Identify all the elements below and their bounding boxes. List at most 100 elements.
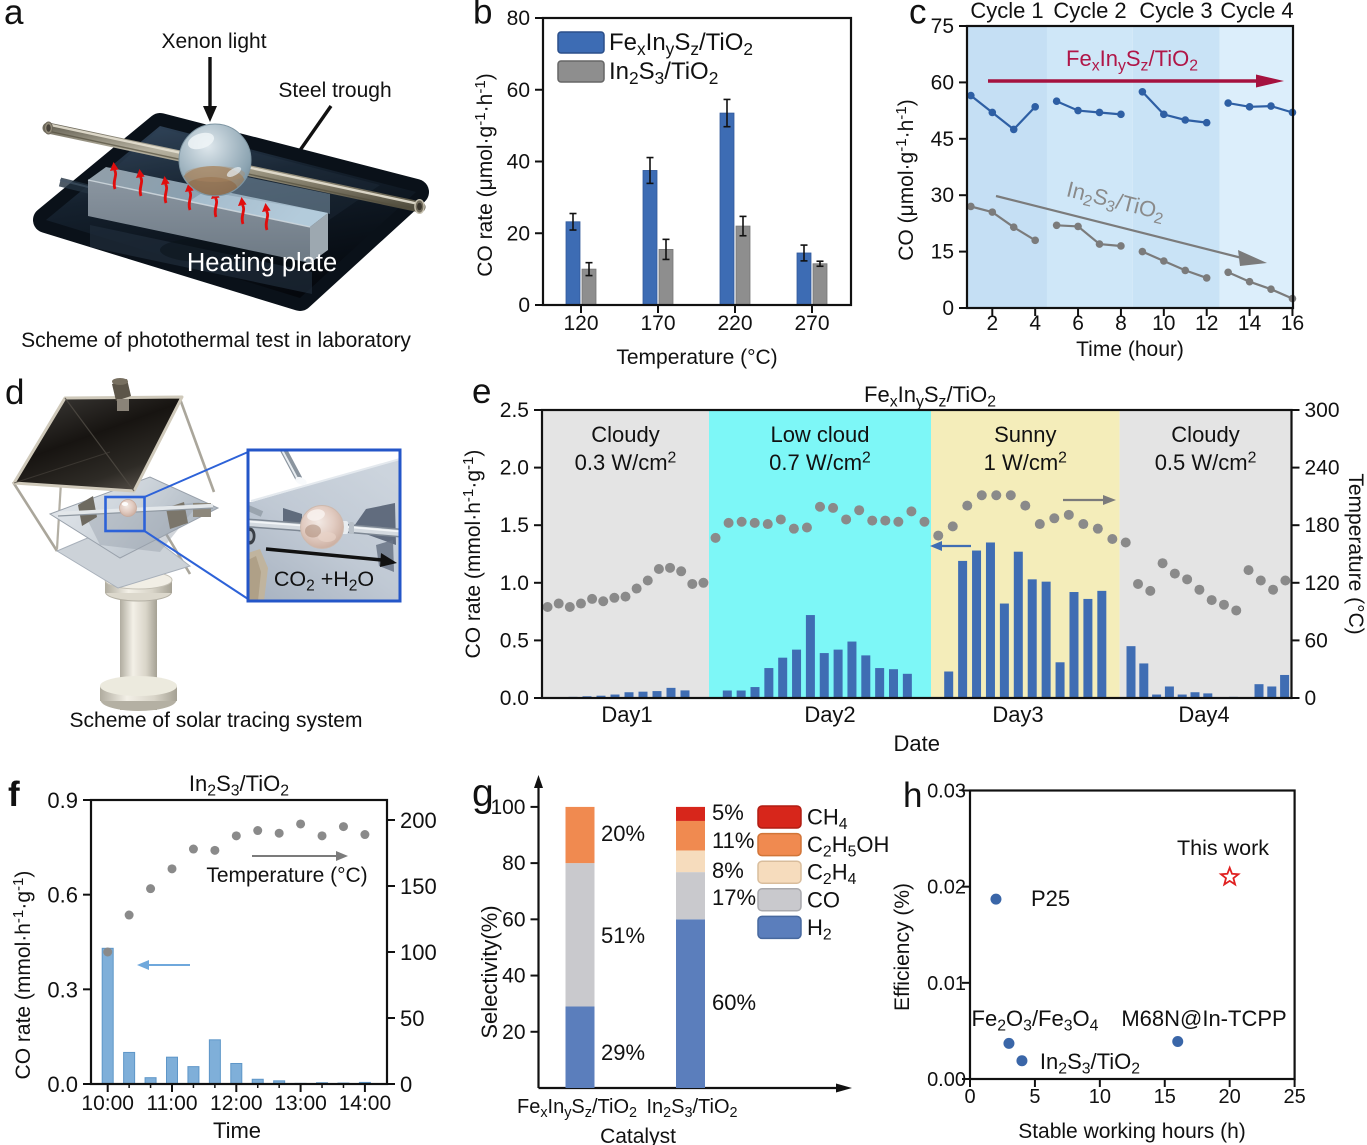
svg-text:Xenon light: Xenon light <box>161 30 266 53</box>
svg-text:Day3: Day3 <box>992 702 1043 727</box>
svg-text:g: g <box>472 772 494 815</box>
svg-text:0.3 W/cm2: 0.3 W/cm2 <box>575 450 677 476</box>
svg-text:25: 25 <box>1283 1086 1305 1108</box>
svg-text:17%: 17% <box>712 885 756 910</box>
svg-text:CO (μmol·g-1·h-1): CO (μmol·g-1·h-1) <box>893 99 918 260</box>
svg-text:60%: 60% <box>712 990 756 1015</box>
svg-text:Fe2O3/Fe3O4: Fe2O3/Fe3O4 <box>972 1006 1099 1034</box>
svg-text:150: 150 <box>400 874 437 899</box>
svg-text:f: f <box>8 775 20 814</box>
svg-text:8: 8 <box>1115 312 1127 335</box>
svg-text:29%: 29% <box>601 1040 645 1065</box>
svg-text:2.0: 2.0 <box>500 457 529 480</box>
svg-text:220: 220 <box>717 312 752 335</box>
svg-text:20%: 20% <box>601 821 645 846</box>
svg-text:0.01: 0.01 <box>927 973 966 995</box>
svg-text:75: 75 <box>931 15 954 38</box>
svg-text:Steel trough: Steel trough <box>278 79 391 102</box>
svg-text:51%: 51% <box>601 923 645 948</box>
svg-text:Cycle 4: Cycle 4 <box>1220 0 1293 23</box>
svg-text:120: 120 <box>563 312 598 335</box>
svg-text:Cycle 3: Cycle 3 <box>1139 0 1212 23</box>
svg-text:FexInySz/TiO2: FexInySz/TiO2 <box>517 1096 637 1121</box>
svg-text:16: 16 <box>1281 312 1304 335</box>
svg-text:45: 45 <box>931 128 954 151</box>
svg-text:Catalyst: Catalyst <box>600 1125 676 1145</box>
svg-text:100: 100 <box>400 940 437 965</box>
svg-text:FexInySz/TiO2: FexInySz/TiO2 <box>864 382 996 410</box>
svg-text:Sunny: Sunny <box>994 422 1056 447</box>
svg-text:C2H4: C2H4 <box>807 860 857 888</box>
svg-text:20: 20 <box>507 222 530 245</box>
svg-text:CO rate (μmol·g-1·h-1): CO rate (μmol·g-1·h-1) <box>472 73 497 277</box>
svg-text:0.9: 0.9 <box>47 788 78 813</box>
svg-text:In2S3/TiO2: In2S3/TiO2 <box>609 58 718 88</box>
svg-text:Scheme of solar tracing system: Scheme of solar tracing system <box>70 709 363 732</box>
svg-text:0.5 W/cm2: 0.5 W/cm2 <box>1155 450 1257 476</box>
svg-text:0.5: 0.5 <box>500 629 529 652</box>
svg-text:Temperature (°C): Temperature (°C) <box>616 346 777 369</box>
svg-text:Time: Time <box>213 1118 261 1143</box>
svg-text:11%: 11% <box>712 828 754 853</box>
svg-text:0.0: 0.0 <box>500 687 529 710</box>
svg-text:50: 50 <box>400 1006 424 1031</box>
svg-text:40: 40 <box>502 965 525 988</box>
svg-text:Selectivity(%): Selectivity(%) <box>477 905 502 1038</box>
svg-text:0.3: 0.3 <box>47 977 78 1002</box>
svg-text:C2H5OH: C2H5OH <box>807 832 889 860</box>
svg-text:H2: H2 <box>807 915 832 943</box>
svg-text:In2S3/TiO2: In2S3/TiO2 <box>189 771 289 799</box>
svg-text:6: 6 <box>1072 312 1084 335</box>
svg-text:80: 80 <box>507 7 530 30</box>
svg-text:Temperature (°C): Temperature (°C) <box>206 864 367 887</box>
svg-text:15: 15 <box>931 241 954 264</box>
svg-text:1 W/cm2: 1 W/cm2 <box>984 450 1067 476</box>
svg-text:Cycle 1: Cycle 1 <box>970 0 1043 23</box>
svg-text:0: 0 <box>518 294 530 317</box>
svg-text:10: 10 <box>1089 1086 1111 1108</box>
svg-text:30: 30 <box>931 184 954 207</box>
svg-text:14: 14 <box>1238 312 1262 335</box>
svg-text:Temperature (°C): Temperature (°C) <box>1344 473 1367 634</box>
svg-text:This work: This work <box>1177 836 1269 860</box>
svg-text:Cloudy: Cloudy <box>1171 422 1239 447</box>
svg-text:10: 10 <box>1152 312 1175 335</box>
svg-text:FexInySz/TiO2: FexInySz/TiO2 <box>1066 46 1198 74</box>
svg-text:0.03: 0.03 <box>927 781 966 803</box>
svg-text:Stable working hours (h): Stable working hours (h) <box>1018 1120 1246 1143</box>
svg-text:120: 120 <box>1305 572 1340 595</box>
svg-text:80: 80 <box>502 852 525 875</box>
svg-text:In2S3/TiO2: In2S3/TiO2 <box>1040 1049 1140 1077</box>
svg-text:0.7 W/cm2: 0.7 W/cm2 <box>769 450 871 476</box>
svg-text:h: h <box>903 776 922 815</box>
svg-text:CO rate (mmol·h-1·g-1): CO rate (mmol·h-1·g-1) <box>10 871 35 1080</box>
svg-text:4: 4 <box>1029 312 1041 335</box>
svg-text:100: 100 <box>490 796 525 819</box>
svg-text:Low cloud: Low cloud <box>770 422 869 447</box>
svg-text:200: 200 <box>400 808 437 833</box>
svg-text:M68N@In-TCPP: M68N@In-TCPP <box>1121 1006 1286 1031</box>
svg-text:Day4: Day4 <box>1178 702 1229 727</box>
svg-text:60: 60 <box>507 79 530 102</box>
svg-text:Heating plate: Heating plate <box>187 249 337 277</box>
svg-text:0.6: 0.6 <box>47 883 78 908</box>
svg-text:CO2 +H2O: CO2 +H2O <box>274 567 374 594</box>
svg-text:Cycle 2: Cycle 2 <box>1053 0 1126 23</box>
svg-text:300: 300 <box>1305 399 1340 422</box>
svg-text:60: 60 <box>931 71 954 94</box>
svg-text:2.5: 2.5 <box>500 399 529 422</box>
svg-text:15: 15 <box>1154 1086 1176 1108</box>
svg-text:0: 0 <box>964 1086 975 1108</box>
svg-text:CH4: CH4 <box>807 805 848 833</box>
svg-text:b: b <box>473 0 492 32</box>
svg-text:1.0: 1.0 <box>500 572 529 595</box>
svg-text:10:00: 10:00 <box>81 1092 134 1115</box>
svg-text:12: 12 <box>1195 312 1218 335</box>
svg-text:Day1: Day1 <box>601 702 652 727</box>
svg-text:Scheme of photothermal test in: Scheme of photothermal test in laborator… <box>21 329 411 352</box>
svg-text:20: 20 <box>1219 1086 1241 1108</box>
svg-text:0.02: 0.02 <box>927 877 966 899</box>
svg-text:0: 0 <box>400 1072 412 1097</box>
svg-text:2: 2 <box>986 312 998 335</box>
svg-text:0.0: 0.0 <box>47 1072 78 1097</box>
